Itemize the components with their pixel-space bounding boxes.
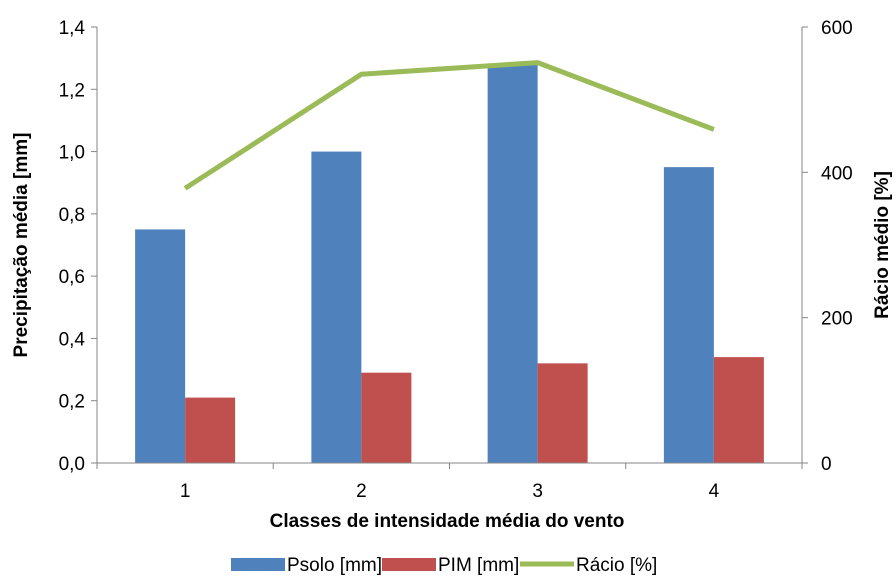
bar-psolo-1 — [135, 229, 186, 463]
y2-axis-title: Rácio médio [%] — [872, 171, 893, 319]
x-tick-label: 2 — [356, 481, 367, 502]
x-tick-label: 3 — [532, 481, 543, 502]
legend-label-racio: Rácio [%] — [576, 555, 657, 576]
y2-tick-label: 400 — [821, 163, 853, 184]
ticks-layer: 0,0 0,2 0,4 0,6 0,8 1,0 1,2 1,4 0 200 400 600 1 2 3 4 — [59, 18, 853, 502]
bars-layer — [135, 64, 764, 464]
bar-psolo-4 — [663, 167, 714, 463]
legend-label-psolo: Psolo [mm] — [287, 555, 382, 576]
y-tick-label: 1,4 — [59, 18, 86, 39]
legend-swatch-psolo — [231, 558, 285, 571]
bar-pim-2 — [361, 372, 412, 463]
legend-label-pim: PIM [mm] — [438, 555, 519, 576]
y-tick-label: 0,8 — [59, 205, 85, 226]
bar-psolo-3 — [487, 64, 538, 463]
x-tick-label: 1 — [180, 481, 191, 502]
y-tick-label: 0,4 — [59, 329, 86, 350]
y2-tick-label: 0 — [821, 454, 832, 475]
y-tick-label: 1,2 — [59, 80, 85, 101]
bar-psolo-2 — [311, 151, 362, 464]
y-tick-label: 0,6 — [59, 267, 85, 288]
y-axis-title: Precipitação média [mm] — [11, 133, 32, 358]
y2-tick-label: 200 — [821, 309, 853, 330]
x-axis-title: Classes de intensidade média do vento — [270, 511, 625, 532]
legend-swatch-pim — [382, 558, 436, 571]
bar-pim-3 — [537, 363, 588, 463]
legend: Psolo [mm] PIM [mm] Rácio [%] — [231, 555, 657, 576]
bar-pim-1 — [185, 397, 236, 463]
y-tick-label: 0,2 — [59, 392, 85, 413]
line-racio — [183, 60, 715, 191]
y-tick-label: 0,0 — [59, 454, 85, 475]
bar-pim-4 — [713, 357, 764, 463]
line-layer — [183, 60, 715, 191]
y2-tick-label: 600 — [821, 18, 853, 39]
x-tick-label: 4 — [709, 481, 720, 502]
y-tick-label: 1,0 — [59, 143, 85, 164]
axes-layer — [91, 26, 808, 469]
